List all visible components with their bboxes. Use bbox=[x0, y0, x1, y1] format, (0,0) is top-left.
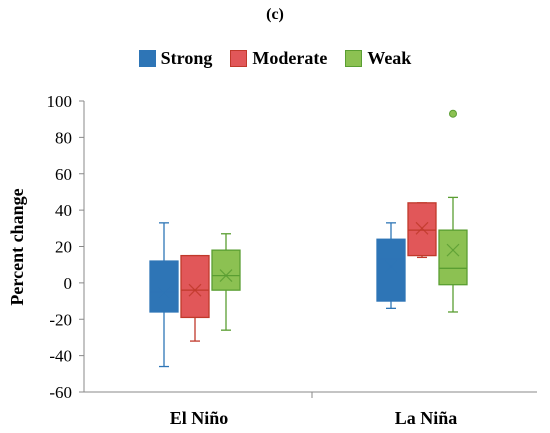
mean-marker bbox=[219, 269, 233, 283]
y-tick-label: -40 bbox=[49, 347, 72, 366]
legend-label-weak: Weak bbox=[367, 48, 412, 68]
axes: 100 80 60 40 20 0 -20 -40 -60 El Niño La Niña bbox=[47, 92, 537, 428]
box-body bbox=[149, 260, 179, 313]
legend-label-moderate: Moderate bbox=[252, 48, 328, 68]
x-category-label: El Niño bbox=[170, 408, 229, 428]
legend-item-moderate: Moderate bbox=[230, 48, 327, 69]
y-tick-label: 0 bbox=[64, 274, 73, 293]
box-weak-1 bbox=[438, 109, 468, 313]
panel-label: (c) bbox=[266, 6, 284, 23]
legend-item-weak: Weak bbox=[345, 48, 411, 69]
y-tick-label: 100 bbox=[47, 92, 73, 111]
y-tick-label: 60 bbox=[55, 165, 72, 184]
box-body bbox=[376, 238, 406, 302]
x-category-label: La Niña bbox=[395, 408, 458, 428]
legend-label-strong: Strong bbox=[160, 48, 213, 68]
mean-marker bbox=[384, 260, 398, 273]
y-tick-label: -20 bbox=[49, 310, 72, 329]
mean-marker bbox=[446, 243, 460, 257]
box-moderate-0 bbox=[180, 254, 210, 342]
box-moderate-1 bbox=[407, 202, 437, 259]
box-strong-1 bbox=[376, 222, 406, 309]
legend: Strong Moderate Weak bbox=[0, 48, 550, 69]
box-plot-series bbox=[149, 109, 468, 368]
legend-swatch-weak bbox=[345, 50, 363, 67]
legend-swatch-strong bbox=[138, 50, 156, 67]
y-axis-title: Percent change bbox=[7, 188, 27, 305]
y-tick-label: 80 bbox=[55, 128, 72, 147]
y-tick-label: 20 bbox=[55, 238, 72, 257]
y-tick-label: -60 bbox=[49, 383, 72, 402]
y-tick-label: 40 bbox=[55, 201, 72, 220]
mean-marker bbox=[415, 221, 429, 235]
box-strong-0 bbox=[149, 222, 179, 368]
mean-marker bbox=[188, 283, 202, 297]
box-body bbox=[180, 254, 210, 319]
legend-item-strong: Strong bbox=[138, 48, 213, 69]
box-body bbox=[211, 249, 241, 291]
mean-marker bbox=[157, 285, 171, 299]
legend-swatch-moderate bbox=[230, 50, 248, 67]
outlier-point bbox=[449, 109, 457, 118]
box-body bbox=[407, 202, 437, 257]
box-body bbox=[438, 229, 468, 286]
box-weak-0 bbox=[211, 233, 241, 331]
